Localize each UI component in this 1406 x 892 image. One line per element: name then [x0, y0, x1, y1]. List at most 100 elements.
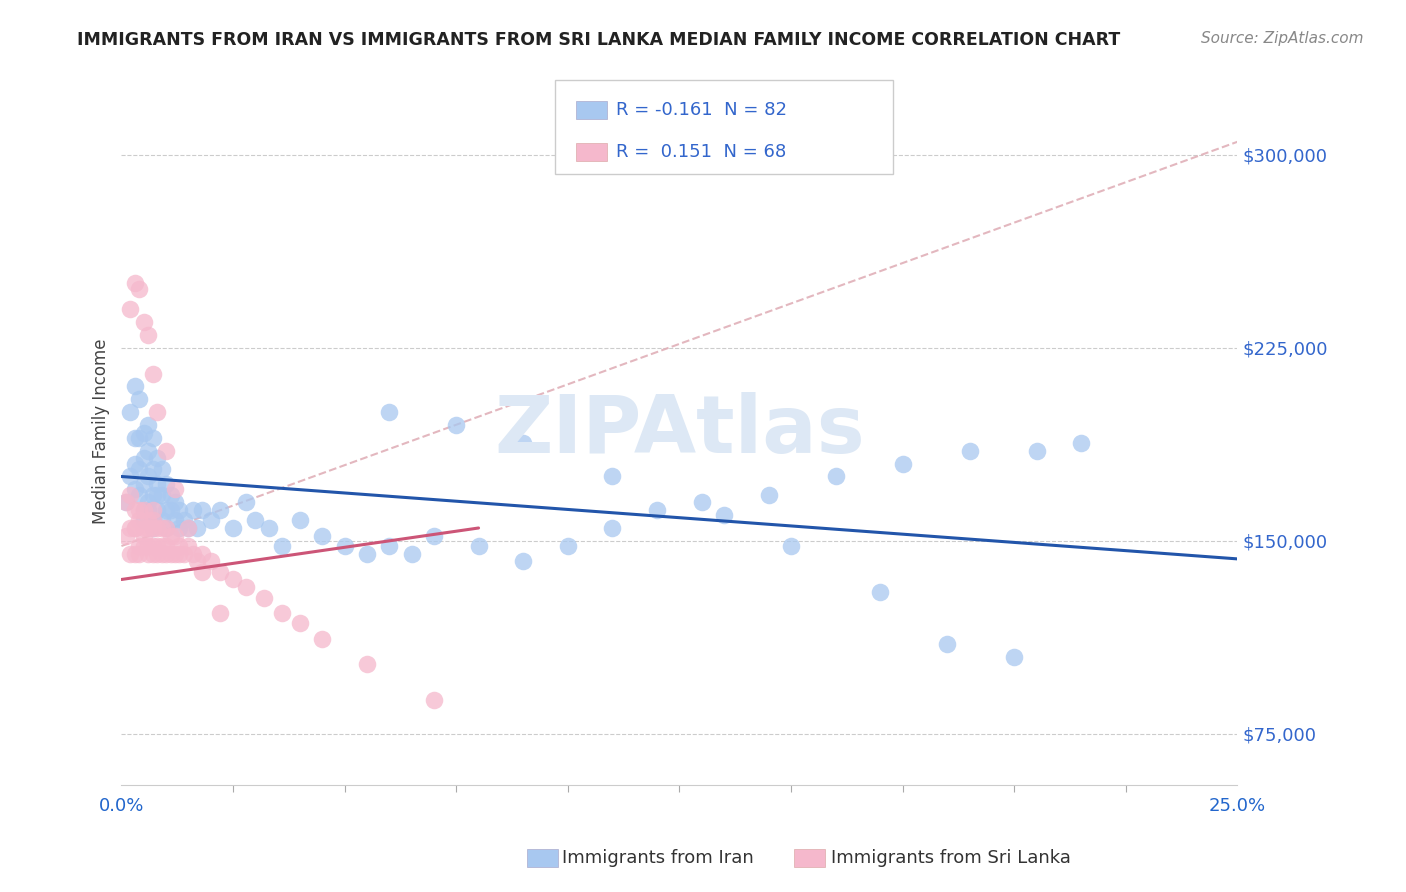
Point: [356, 547, 378, 561]
Point: [824, 469, 846, 483]
Point: [136, 503, 159, 517]
Point: [146, 477, 169, 491]
Point: [136, 417, 159, 432]
Point: [891, 457, 914, 471]
Point: [186, 521, 208, 535]
Text: ZIPAtlas: ZIPAtlas: [494, 392, 865, 470]
Point: [136, 327, 159, 342]
Point: [378, 405, 401, 419]
Point: [142, 487, 165, 501]
Point: [146, 503, 169, 517]
Point: [780, 539, 803, 553]
Point: [159, 529, 181, 543]
Point: [146, 451, 169, 466]
Point: [132, 451, 155, 466]
Point: [132, 513, 155, 527]
Point: [132, 529, 155, 543]
Point: [208, 565, 231, 579]
Point: [142, 431, 165, 445]
Point: [208, 503, 231, 517]
Point: [169, 521, 191, 535]
Point: [155, 521, 177, 535]
Point: [150, 513, 173, 527]
Point: [222, 573, 245, 587]
Point: [869, 585, 891, 599]
Point: [115, 529, 138, 543]
Point: [128, 462, 150, 476]
Point: [333, 539, 356, 553]
Point: [124, 503, 146, 517]
Point: [155, 547, 177, 561]
Point: [401, 547, 423, 561]
Point: [423, 693, 446, 707]
Point: [120, 469, 142, 483]
Point: [557, 539, 579, 553]
Point: [245, 513, 267, 527]
Point: [163, 495, 186, 509]
Point: [1025, 443, 1047, 458]
Point: [177, 521, 200, 535]
Point: [128, 392, 150, 407]
Point: [132, 539, 155, 553]
Point: [142, 462, 165, 476]
Point: [142, 513, 165, 527]
Point: [311, 529, 333, 543]
Point: [444, 417, 467, 432]
Point: [124, 379, 146, 393]
Point: [150, 539, 173, 553]
Point: [124, 457, 146, 471]
Point: [169, 539, 191, 553]
Point: [959, 443, 981, 458]
Point: [690, 495, 713, 509]
Point: [253, 591, 276, 605]
Point: [257, 521, 280, 535]
Point: [177, 521, 200, 535]
Point: [155, 503, 177, 517]
Text: Immigrants from Iran: Immigrants from Iran: [562, 849, 754, 867]
Point: [132, 503, 155, 517]
Point: [128, 281, 150, 295]
Point: [163, 513, 186, 527]
Point: [222, 521, 245, 535]
Point: [155, 477, 177, 491]
Point: [159, 503, 181, 517]
Point: [271, 539, 294, 553]
Point: [150, 487, 173, 501]
Point: [159, 487, 181, 501]
Point: [1002, 649, 1025, 664]
Point: [136, 495, 159, 509]
Text: Immigrants from Sri Lanka: Immigrants from Sri Lanka: [831, 849, 1071, 867]
Point: [423, 529, 446, 543]
Point: [235, 580, 257, 594]
Point: [128, 487, 150, 501]
Point: [169, 503, 191, 517]
Point: [136, 539, 159, 553]
Point: [150, 462, 173, 476]
Point: [235, 495, 257, 509]
Point: [191, 503, 214, 517]
Text: Source: ZipAtlas.com: Source: ZipAtlas.com: [1201, 31, 1364, 46]
Point: [288, 513, 311, 527]
Point: [115, 495, 138, 509]
Point: [173, 547, 195, 561]
Point: [146, 405, 169, 419]
Point: [512, 554, 534, 568]
Point: [181, 547, 204, 561]
Point: [142, 547, 165, 561]
Point: [128, 513, 150, 527]
Point: [186, 554, 208, 568]
Point: [645, 503, 668, 517]
Point: [155, 443, 177, 458]
Point: [169, 547, 191, 561]
Point: [128, 547, 150, 561]
Point: [136, 443, 159, 458]
Point: [142, 521, 165, 535]
Point: [173, 513, 195, 527]
Point: [191, 547, 214, 561]
Point: [177, 539, 200, 553]
Point: [128, 431, 150, 445]
Point: [758, 487, 780, 501]
Point: [1070, 436, 1092, 450]
Point: [936, 637, 959, 651]
Point: [150, 521, 173, 535]
